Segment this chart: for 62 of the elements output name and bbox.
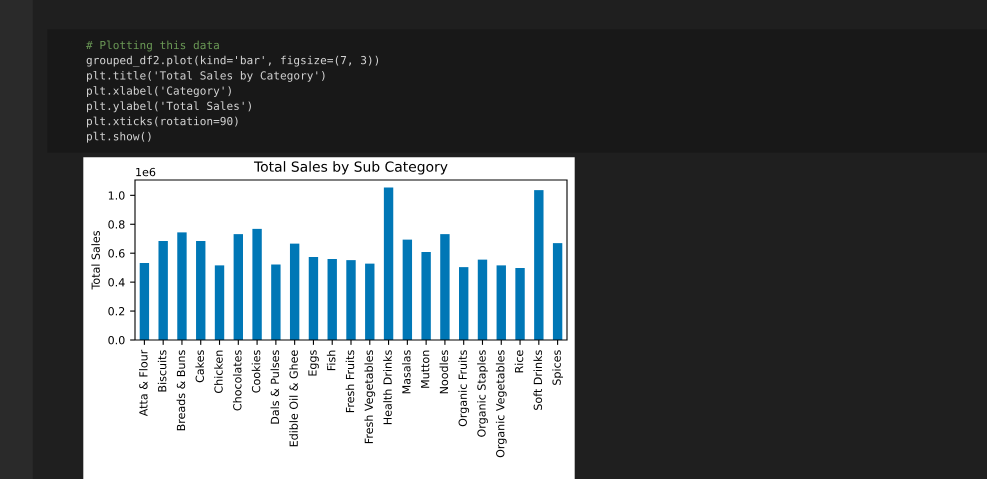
text: plt.show() [87, 132, 151, 143]
bar [140, 263, 150, 340]
x-tick-label: Rice [514, 350, 524, 372]
bar [365, 264, 374, 340]
text: plt.xlabel('Category') [87, 86, 231, 98]
text: plt.title('Total Sales by Category') [87, 70, 325, 82]
x-tick-label: Organic Vegetables [496, 350, 507, 458]
bar [271, 264, 281, 340]
y-tick-label: 0.6 [108, 249, 125, 258]
bar [158, 241, 168, 340]
bar [196, 241, 206, 340]
bar [515, 268, 525, 340]
x-tick-label: Masalas [402, 350, 411, 394]
bar [252, 228, 262, 340]
x-tick-label: Cakes [195, 350, 204, 382]
text: plt.ylabel('Total Sales') [87, 101, 251, 112]
bar [308, 256, 318, 340]
x-tick-label: Cookies [252, 350, 260, 393]
bar [384, 188, 394, 340]
x-tick-label: Organic Fruits [458, 350, 470, 426]
bar [534, 190, 544, 340]
y-tick-label: 0.4 [108, 278, 125, 287]
x-tick-label: Health Drinks [383, 350, 392, 424]
bar [234, 234, 243, 340]
y-tick-label: 0.2 [108, 307, 124, 316]
x-tick-label: Dals & Pulses [270, 350, 280, 424]
bar [290, 244, 300, 340]
bar [421, 252, 431, 340]
bar [346, 260, 356, 340]
x-tick-label: Fresh Vegetables [364, 350, 376, 444]
bar [214, 265, 224, 340]
y-tick-label: 1.0 [108, 191, 125, 200]
bar [328, 258, 337, 340]
x-tick-label: Mutton [421, 350, 430, 388]
x-tick-label: Soft Drinks [533, 350, 542, 410]
x-tick-label: Chicken [214, 350, 223, 394]
x-tick-label: Spices [552, 350, 563, 385]
bar [402, 240, 412, 340]
x-tick-label: Breads & Buns [176, 350, 186, 430]
bar [177, 232, 187, 340]
bar [459, 267, 468, 340]
text: plt.xticks(rotation=90) [87, 116, 238, 128]
text: # Plotting this data [86, 40, 219, 52]
chart-title: Total Sales by Sub Category [254, 161, 448, 175]
x-tick-label: Fresh Fruits [346, 350, 354, 412]
y-tick-label: 0.8 [108, 220, 125, 229]
bar [478, 260, 488, 340]
x-tick-label: Biscuits [158, 350, 166, 392]
x-tick-label: Noodles [440, 350, 448, 394]
x-tick-label: Chocolates [232, 350, 242, 410]
bar [552, 243, 562, 340]
bar [496, 265, 506, 340]
bar [440, 234, 450, 340]
y-tick-label: 0.0 [108, 336, 125, 344]
x-tick-label: Fish [326, 350, 336, 370]
x-tick-label: Eggs [308, 350, 319, 376]
text: grouped_df2.plot(kind='bar', figsize=(7, 3)) [86, 56, 378, 67]
text: 1e6 [136, 168, 156, 176]
x-tick-label: Organic Staples [477, 350, 488, 437]
y-axis-title: Total Sales [91, 231, 100, 290]
x-tick-label: Edible Oil & Ghee [289, 350, 298, 446]
x-tick-label: Atta & Flour [139, 350, 148, 416]
